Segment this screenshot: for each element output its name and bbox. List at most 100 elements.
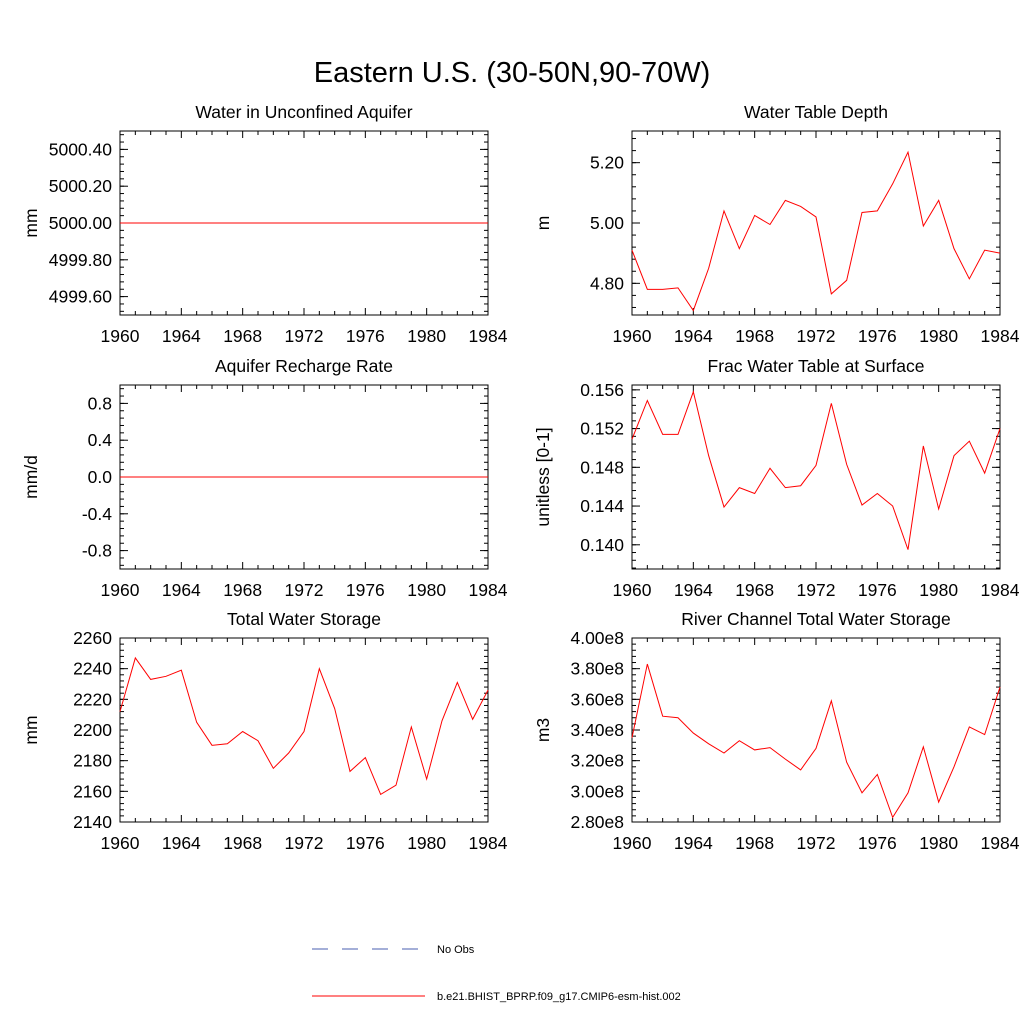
y-tick-label: 2220: [73, 689, 112, 709]
x-tick-label: 1980: [407, 326, 446, 346]
plot-grid: Water in Unconfined Aquifer mm 1960 1964 196…: [21, 102, 1020, 853]
y-tick-label: 5000.20: [49, 176, 113, 196]
panel-1: Water in Unconfined Aquifer mm 1960 1964 196…: [21, 102, 508, 346]
y-tick-label: 5000.40: [49, 139, 113, 159]
y-tick-label: 3.00e8: [570, 781, 624, 801]
y-tick-label: 0.4: [88, 430, 113, 450]
x-tick-label: 1960: [101, 326, 140, 346]
x-tick-label: 1972: [285, 833, 324, 853]
y-tick-label: 3.20e8: [570, 751, 624, 771]
panel-3: Aquifer Recharge Rate mm/d 1960 1964 1968 197…: [21, 356, 508, 600]
x-tick-label: 1964: [674, 833, 713, 853]
y-tick-label: 2160: [73, 781, 112, 801]
x-tick-label: 1980: [919, 326, 958, 346]
x-tick-label: 1976: [346, 580, 385, 600]
plot-frame: [631, 130, 1001, 316]
y-axis-label: mm/d: [21, 455, 41, 499]
panel-title: Total Water Storage: [227, 609, 381, 629]
x-tick-label: 1960: [613, 833, 652, 853]
x-tick-label: 1984: [981, 833, 1020, 853]
x-tick-label: 1976: [858, 326, 897, 346]
figure-title: Eastern U.S. (30-50N,90-70W): [314, 57, 710, 89]
panel-2: Water Table Depth m 1960 1964 1968 1972 1976 19…: [533, 102, 1020, 346]
x-tick-label: 1960: [101, 580, 140, 600]
x-tick-label: 1968: [735, 326, 774, 346]
x-tick-label: 1984: [469, 833, 508, 853]
y-axis-label: mm: [21, 715, 41, 744]
panel-title: Frac Water Table at Surface: [708, 356, 925, 376]
y-tick-label: 4999.60: [49, 287, 113, 307]
panel-title: Aquifer Recharge Rate: [215, 356, 393, 376]
x-tick-label: 1968: [735, 580, 774, 600]
y-tick-label: 5000.00: [49, 213, 113, 233]
legend: No Obs b.e21.BHIST_BPRP.f09_g17.CMIP6-es…: [312, 944, 681, 1003]
plot-frame: [631, 384, 1001, 570]
x-tick-label: 1984: [469, 580, 508, 600]
y-tick-label: 3.40e8: [570, 720, 624, 740]
y-tick-label: 0.0: [88, 467, 113, 487]
x-tick-label: 1976: [346, 833, 385, 853]
x-tick-label: 1972: [285, 326, 324, 346]
y-tick-label: -0.8: [82, 541, 112, 561]
x-tick-label: 1968: [735, 833, 774, 853]
y-tick-label: 2260: [73, 628, 112, 648]
y-tick-label: 3.60e8: [570, 689, 624, 709]
panel-5: Total Water Storage mm 1960 1964 1968 1972 197…: [21, 609, 508, 853]
panel-title: River Channel Total Water Storage: [681, 609, 950, 629]
x-tick-label: 1960: [613, 326, 652, 346]
y-axis-label: unitless [0-1]: [533, 427, 553, 526]
panel-title: Water in Unconfined Aquifer: [195, 102, 412, 122]
x-tick-label: 1960: [101, 833, 140, 853]
x-tick-label: 1980: [919, 580, 958, 600]
y-tick-label: 4999.80: [49, 250, 113, 270]
y-tick-label: 0.144: [580, 496, 624, 516]
x-tick-label: 1968: [223, 580, 262, 600]
x-tick-label: 1980: [407, 580, 446, 600]
legend-model-label: b.e21.BHIST_BPRP.f09_g17.CMIP6-esm-hist.…: [437, 991, 681, 1003]
x-tick-label: 1972: [797, 833, 836, 853]
x-tick-label: 1964: [674, 326, 713, 346]
panel-4: Frac Water Table at Surface unitless [0-1…: [533, 356, 1020, 600]
x-tick-label: 1984: [981, 580, 1020, 600]
x-tick-label: 1972: [797, 326, 836, 346]
y-tick-label: 0.140: [580, 535, 624, 555]
y-axis-label: m3: [533, 718, 553, 742]
y-tick-label: -0.4: [82, 504, 112, 524]
x-tick-label: 1976: [346, 326, 385, 346]
x-tick-label: 1964: [162, 326, 201, 346]
y-tick-label: 2.80e8: [570, 812, 624, 832]
x-tick-label: 1976: [858, 580, 897, 600]
legend-no-obs-label: No Obs: [437, 944, 475, 956]
y-tick-label: 2180: [73, 751, 112, 771]
x-tick-label: 1972: [797, 580, 836, 600]
x-tick-label: 1972: [285, 580, 324, 600]
x-tick-label: 1964: [162, 833, 201, 853]
y-tick-label: 0.148: [580, 457, 624, 477]
y-tick-label: 3.80e8: [570, 659, 624, 679]
panel-title: Water Table Depth: [744, 102, 888, 122]
y-tick-label: 0.152: [580, 419, 624, 439]
series-line: [631, 390, 1001, 550]
y-tick-label: 2200: [73, 720, 112, 740]
y-tick-label: 0.156: [580, 380, 624, 400]
series-line: [631, 150, 1001, 312]
x-tick-label: 1980: [919, 833, 958, 853]
y-axis-label: m: [533, 216, 553, 231]
y-tick-label: 2140: [73, 812, 112, 832]
x-tick-label: 1980: [407, 833, 446, 853]
series-line: [631, 663, 1001, 819]
x-tick-label: 1968: [223, 833, 262, 853]
y-tick-label: 5.00: [590, 213, 624, 233]
x-tick-label: 1968: [223, 326, 262, 346]
plot-frame: [631, 637, 1001, 823]
x-tick-label: 1960: [613, 580, 652, 600]
x-tick-label: 1964: [162, 580, 201, 600]
y-axis-label: mm: [21, 208, 41, 237]
x-tick-label: 1964: [674, 580, 713, 600]
y-tick-label: 4.80: [590, 273, 624, 293]
x-tick-label: 1976: [858, 833, 897, 853]
y-tick-label: 5.20: [590, 153, 624, 173]
y-tick-label: 2240: [73, 659, 112, 679]
x-tick-label: 1984: [469, 326, 508, 346]
